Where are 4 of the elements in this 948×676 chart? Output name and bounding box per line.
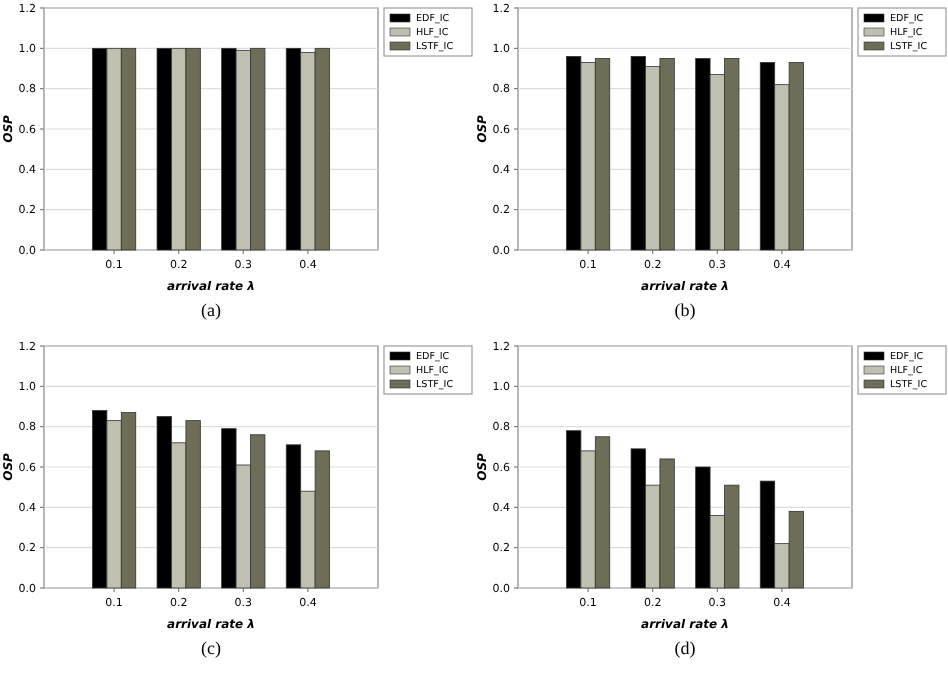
text: (a) xyxy=(201,300,221,320)
text: (b) xyxy=(674,300,696,320)
text: (c) xyxy=(201,638,221,658)
text: (d) xyxy=(674,638,696,658)
